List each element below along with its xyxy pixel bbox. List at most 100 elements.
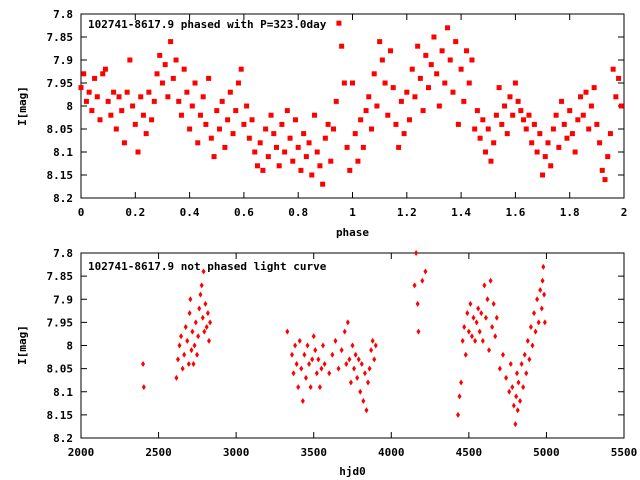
data-point xyxy=(428,62,434,68)
data-point xyxy=(561,121,567,127)
data-point xyxy=(175,356,180,363)
data-point xyxy=(173,57,179,63)
data-point xyxy=(188,296,193,303)
data-point xyxy=(174,374,179,381)
data-point xyxy=(271,131,277,137)
data-point xyxy=(206,337,211,344)
data-point xyxy=(542,291,547,298)
data-point xyxy=(485,126,491,132)
data-point xyxy=(472,126,478,132)
data-point xyxy=(493,333,498,340)
data-point xyxy=(124,89,130,95)
data-point xyxy=(369,126,375,132)
data-point xyxy=(463,351,468,358)
data-point xyxy=(353,351,358,358)
data-point xyxy=(197,112,203,118)
data-point xyxy=(225,117,231,123)
data-point xyxy=(352,131,358,137)
bottom-y-tick-label: 7.8 xyxy=(53,247,73,260)
data-point xyxy=(610,66,616,72)
data-point xyxy=(113,126,119,132)
data-point xyxy=(370,337,375,344)
data-point xyxy=(473,337,478,344)
data-point xyxy=(542,319,547,326)
data-point xyxy=(254,163,260,169)
data-point xyxy=(374,103,380,109)
data-point xyxy=(322,135,328,141)
data-point xyxy=(347,356,352,363)
data-point xyxy=(227,89,233,95)
data-point xyxy=(491,140,497,146)
data-point xyxy=(482,282,487,289)
data-point xyxy=(396,144,402,150)
data-point xyxy=(488,158,494,164)
data-point xyxy=(327,370,332,377)
bottom-x-tick-label: 5500 xyxy=(611,446,638,459)
data-point xyxy=(540,172,546,178)
data-point xyxy=(181,66,187,72)
data-point xyxy=(344,144,350,150)
bottom-x-tick-label: 4500 xyxy=(456,446,483,459)
data-point xyxy=(483,314,488,321)
data-point xyxy=(345,319,350,326)
data-point xyxy=(89,108,95,114)
data-point xyxy=(192,342,197,349)
data-point xyxy=(295,144,301,150)
bottom-panel: 2000 2500 3000 3500 4000 4500 5000 5500 7.8 7.85 7… xyxy=(16,247,637,478)
data-point xyxy=(151,98,157,104)
data-point xyxy=(257,140,263,146)
data-point xyxy=(514,393,519,400)
data-point xyxy=(550,126,556,132)
bottom-y-tick-label: 7.9 xyxy=(53,293,73,306)
bottom-x-tick-label: 3000 xyxy=(223,446,250,459)
data-point xyxy=(159,80,165,86)
data-point xyxy=(97,117,103,123)
data-point xyxy=(502,103,508,109)
data-point xyxy=(469,57,475,63)
data-point xyxy=(309,172,315,178)
data-point xyxy=(307,361,312,367)
data-point xyxy=(185,337,190,344)
data-point xyxy=(352,365,357,372)
data-point xyxy=(116,94,122,100)
data-point xyxy=(586,126,592,132)
data-point xyxy=(510,112,516,118)
data-point xyxy=(291,370,296,377)
bottom-x-tick-label: 4000 xyxy=(378,446,405,459)
data-point xyxy=(208,135,214,141)
data-point xyxy=(208,319,213,326)
data-point xyxy=(496,85,502,91)
data-point xyxy=(342,328,347,335)
data-point xyxy=(308,384,313,391)
data-point xyxy=(531,121,537,127)
data-point xyxy=(83,98,89,104)
top-y-tick-label: 7.9 xyxy=(53,54,73,67)
data-point xyxy=(594,121,600,127)
data-point xyxy=(211,154,217,160)
data-point xyxy=(186,361,191,367)
data-point xyxy=(450,89,456,95)
data-point xyxy=(469,333,474,340)
top-x-tick-label: 0 xyxy=(78,206,85,219)
data-point xyxy=(377,39,383,45)
data-point xyxy=(339,347,344,354)
data-point xyxy=(525,337,530,344)
data-point xyxy=(479,310,484,317)
bottom-data-points xyxy=(141,250,547,428)
data-point xyxy=(602,177,608,183)
data-point xyxy=(530,342,535,349)
data-point xyxy=(138,94,144,100)
data-point xyxy=(341,80,347,86)
data-point xyxy=(511,402,516,409)
data-point xyxy=(196,333,201,340)
data-point xyxy=(453,39,459,45)
data-point xyxy=(310,356,315,363)
data-point xyxy=(516,379,521,386)
data-point xyxy=(471,314,476,321)
data-point xyxy=(299,365,304,372)
data-point xyxy=(201,268,206,275)
data-point xyxy=(434,71,440,77)
data-point xyxy=(407,117,413,123)
data-point xyxy=(325,121,331,127)
bottom-x-tick-label: 2000 xyxy=(68,446,95,459)
